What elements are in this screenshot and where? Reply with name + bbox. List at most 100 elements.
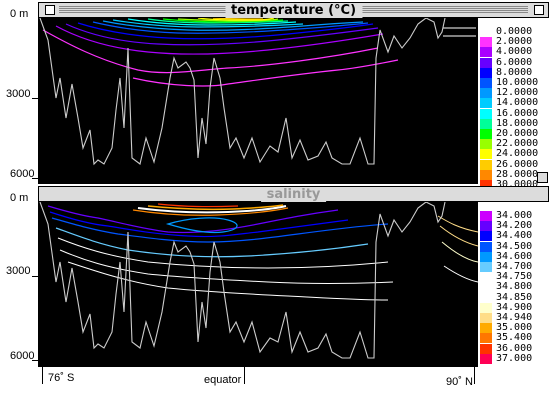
isohaline-core-4 <box>157 203 239 208</box>
isohaline-north-3 <box>441 241 479 263</box>
temperature-legend-row: 0.0000 <box>480 26 546 37</box>
lat-label-76s: 76˚ S <box>48 372 75 384</box>
bathymetry-line-bottom <box>39 201 446 359</box>
temperature-legend-swatch <box>480 37 492 48</box>
temperature-title: temperature (°C) <box>224 3 363 18</box>
temperature-legend-label: 4.0000 <box>496 46 533 58</box>
isohaline-34-6 <box>165 217 238 234</box>
depth-label-3000-bottom: 3000 <box>6 265 31 277</box>
salinity-plot <box>38 201 479 366</box>
close-box-icon[interactable] <box>45 5 55 15</box>
grow-box-icon[interactable] <box>537 172 548 183</box>
salinity-legend-swatch <box>480 241 492 252</box>
salinity-legend-swatch <box>480 262 492 272</box>
temperature-legend-row: 16.0000 <box>480 108 546 119</box>
lat-tick-center <box>244 366 245 384</box>
temperature-legend-label: 2.0000 <box>496 36 533 48</box>
salinity-legend-row: 37.000 <box>480 353 546 364</box>
salinity-legend-swatch <box>480 302 492 313</box>
depth-label-6000-top: 6000 <box>10 168 35 180</box>
temperature-window[interactable]: temperature (°C) 0.0000 2.0000 <box>38 2 549 190</box>
depth-label-0-top: 0 m <box>10 8 29 20</box>
salinity-legend-label: 34.500 <box>496 240 533 252</box>
temperature-legend-swatch <box>480 98 492 109</box>
temperature-legend-swatch <box>480 47 492 58</box>
isotherm-12c <box>102 20 364 31</box>
isohaline-34-5 <box>51 217 389 243</box>
salinity-legend-swatch <box>480 323 492 334</box>
depth-label-3000-top: 3000 <box>6 88 31 100</box>
isohaline-north-2 <box>439 225 479 247</box>
temperature-legend-swatch <box>480 57 492 68</box>
depth-tick-6000-bottom <box>32 360 38 361</box>
temperature-legend-row: 14.0000 <box>480 97 546 109</box>
temperature-legend-swatch <box>480 129 492 139</box>
isotherm-10c <box>92 21 369 34</box>
salinity-window[interactable]: salinity 34.000 34.200 34.400 34.500 3 <box>38 186 549 366</box>
temperature-legend-swatch <box>480 149 492 160</box>
isotherm-4c <box>55 25 384 55</box>
temperature-legend: 0.0000 2.0000 4.0000 6.0000 8.0000 10.0000 12.… <box>478 18 549 190</box>
salinity-legend-label: 34.600 <box>496 250 533 262</box>
lat-tick-right <box>474 366 475 384</box>
salinity-legend-swatch <box>480 333 492 344</box>
temperature-legend-row: 8.0000 <box>480 67 546 78</box>
salinity-legend: 34.000 34.200 34.400 34.500 34.600 34.700 34.7… <box>478 202 549 366</box>
salinity-legend-row: 34.200 <box>480 220 546 232</box>
salinity-legend-label: 34.900 <box>496 301 533 313</box>
salinity-legend-label: 35.000 <box>496 322 533 334</box>
isohaline-34-8 <box>59 249 394 284</box>
lat-label-90n: 90˚ N <box>446 376 473 388</box>
salinity-legend-row: 34.500 <box>480 241 546 252</box>
salinity-legend-swatch <box>480 343 492 354</box>
salinity-legend-label: 36.000 <box>496 342 533 354</box>
salinity-legend-row: 34.850 <box>480 292 546 303</box>
isohaline-34-75 <box>57 237 389 269</box>
salinity-legend-label: 34.850 <box>496 291 533 303</box>
temperature-legend-row: 6.0000 <box>480 57 546 68</box>
salinity-legend-label: 34.750 <box>496 271 533 283</box>
temperature-legend-swatch <box>480 139 492 150</box>
isohaline-core-1 <box>132 207 289 216</box>
salinity-legend-row: 34.600 <box>480 251 546 262</box>
temperature-legend-label: 24.0000 <box>496 148 539 160</box>
salinity-legend-row: 35.400 <box>480 332 546 344</box>
temperature-legend-row: 28.0000 <box>480 169 546 180</box>
depth-tick-3000-top <box>32 98 38 99</box>
temperature-legend-swatch <box>480 180 492 190</box>
lat-tick-left <box>42 366 43 384</box>
temperature-legend-swatch <box>480 169 492 180</box>
temperature-legend-row: 18.0000 <box>480 118 546 129</box>
isotherm-8c <box>77 22 374 40</box>
temperature-legend-row: 12.0000 <box>480 87 546 99</box>
temperature-legend-swatch <box>480 108 492 119</box>
temperature-legend-row: 2.0000 <box>480 36 546 48</box>
temperature-legend-label: 20.0000 <box>496 128 539 139</box>
lat-axis-line <box>38 366 478 367</box>
salinity-legend-row: 34.750 <box>480 271 546 283</box>
temperature-legend-row: 10.0000 <box>480 77 546 88</box>
zoom-box-icon[interactable] <box>534 5 544 15</box>
temperature-legend-row: 20.0000 <box>480 128 546 139</box>
salinity-legend-row: 34.800 <box>480 281 546 293</box>
isotherm-26c <box>212 17 264 20</box>
temperature-legend-row: 30.0000 <box>480 179 546 190</box>
salinity-section-svg <box>39 201 479 359</box>
salinity-legend-label: 37.000 <box>496 352 533 364</box>
salinity-legend-row: 36.000 <box>480 343 546 354</box>
isohaline-34-4 <box>49 211 349 238</box>
isotherm-6c <box>65 23 379 46</box>
salinity-title: salinity <box>260 187 327 202</box>
isohaline-34-7 <box>55 227 369 258</box>
isotherm-18c <box>147 18 289 24</box>
depth-tick-6000-top <box>32 178 38 179</box>
temperature-plot <box>38 17 478 184</box>
salinity-titlebar[interactable]: salinity <box>38 186 549 202</box>
salinity-legend-label: 34.800 <box>496 281 533 293</box>
salinity-legend-swatch <box>480 211 492 221</box>
temperature-legend-swatch <box>480 159 492 170</box>
temperature-titlebar[interactable]: temperature (°C) <box>38 2 549 18</box>
isohaline-core-3 <box>147 204 284 211</box>
temperature-legend-label: 26.0000 <box>496 158 539 170</box>
salinity-legend-swatch <box>480 282 492 293</box>
